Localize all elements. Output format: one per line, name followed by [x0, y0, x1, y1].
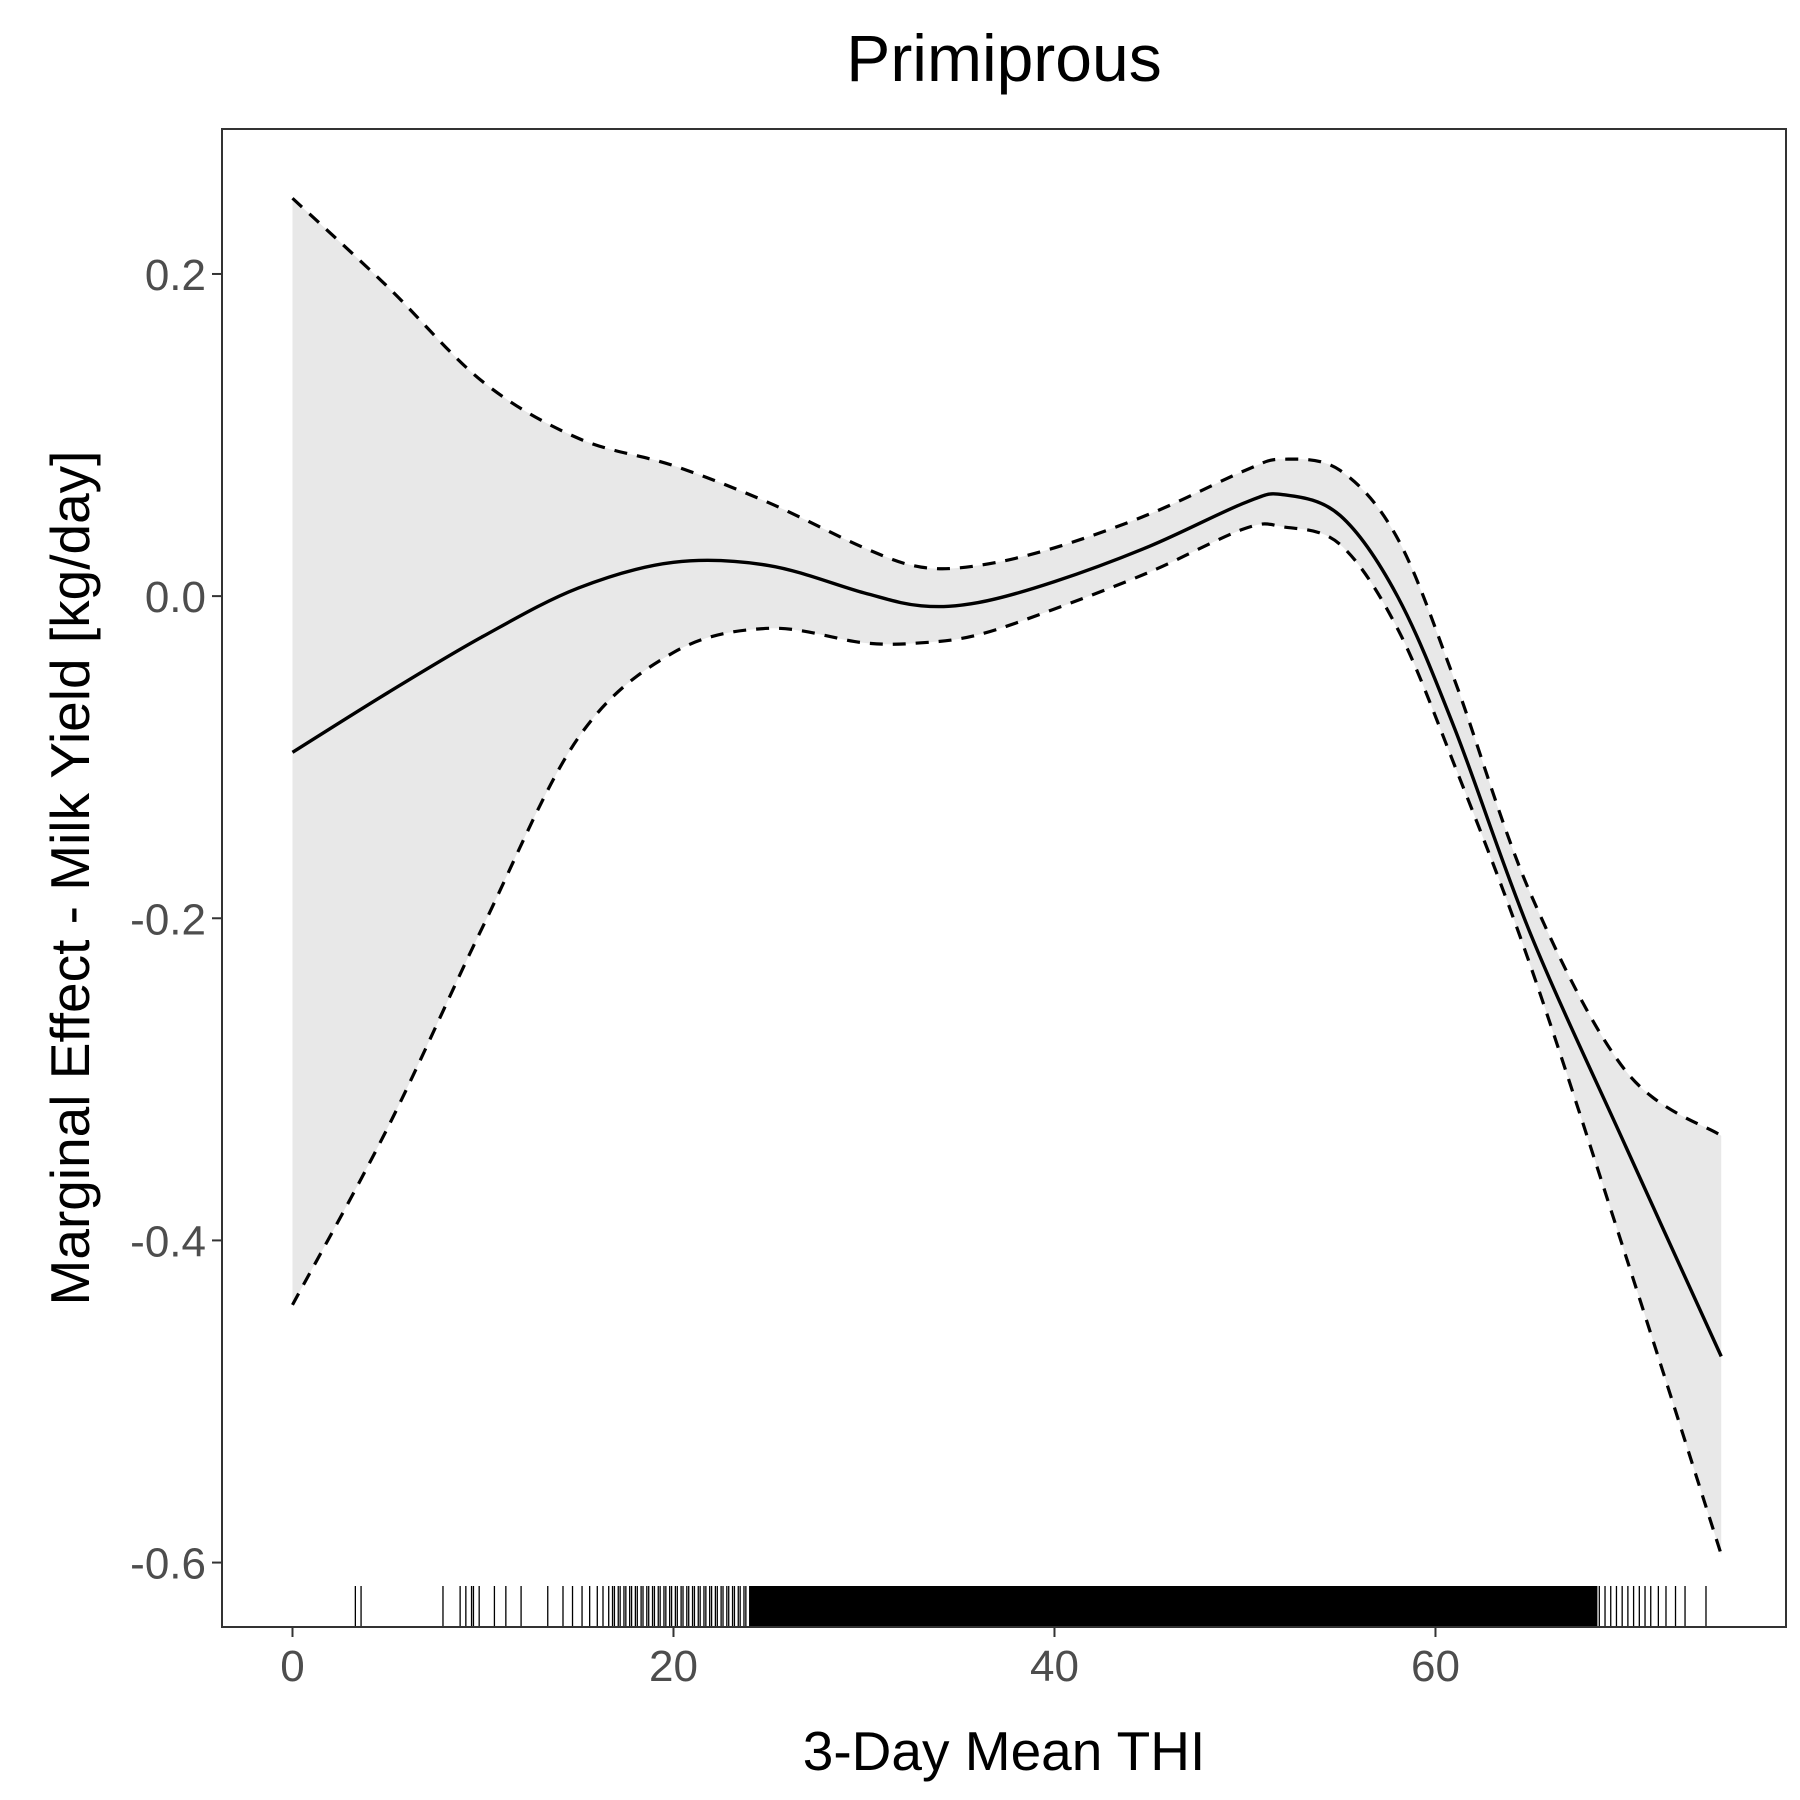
y-tick-label: 0.0	[145, 573, 206, 622]
y-axis: 0.2 0.0 -0.2 -0.4 -0.6	[130, 251, 222, 1589]
x-axis-title: 3-Day Mean THI	[803, 1720, 1205, 1782]
chart-title: Primiprous	[846, 21, 1161, 95]
y-tick-label: -0.6	[130, 1540, 206, 1589]
x-tick-label: 60	[1411, 1642, 1460, 1691]
upper-bound-line	[291, 197, 1723, 1138]
plot-panel	[221, 128, 1787, 1628]
x-axis: 0 20 40 60	[280, 1627, 1460, 1691]
rug	[354, 1586, 1707, 1627]
y-tick-label: 0.2	[145, 251, 206, 300]
confidence-ribbon	[292, 198, 1722, 1555]
x-tick-label: 20	[649, 1642, 698, 1691]
y-axis-title: Marginal Effect - Milk Yield [kg/day]	[39, 451, 101, 1306]
estimate-line	[291, 492, 1723, 1358]
y-tick-label: -0.4	[130, 1217, 206, 1266]
x-tick-label: 0	[280, 1642, 304, 1691]
lower-bound-line	[291, 522, 1723, 1556]
x-tick-label: 40	[1030, 1642, 1079, 1691]
y-tick-label: -0.2	[130, 895, 206, 944]
rug-dense-block	[749, 1586, 1598, 1627]
panel-border	[221, 128, 1787, 1628]
